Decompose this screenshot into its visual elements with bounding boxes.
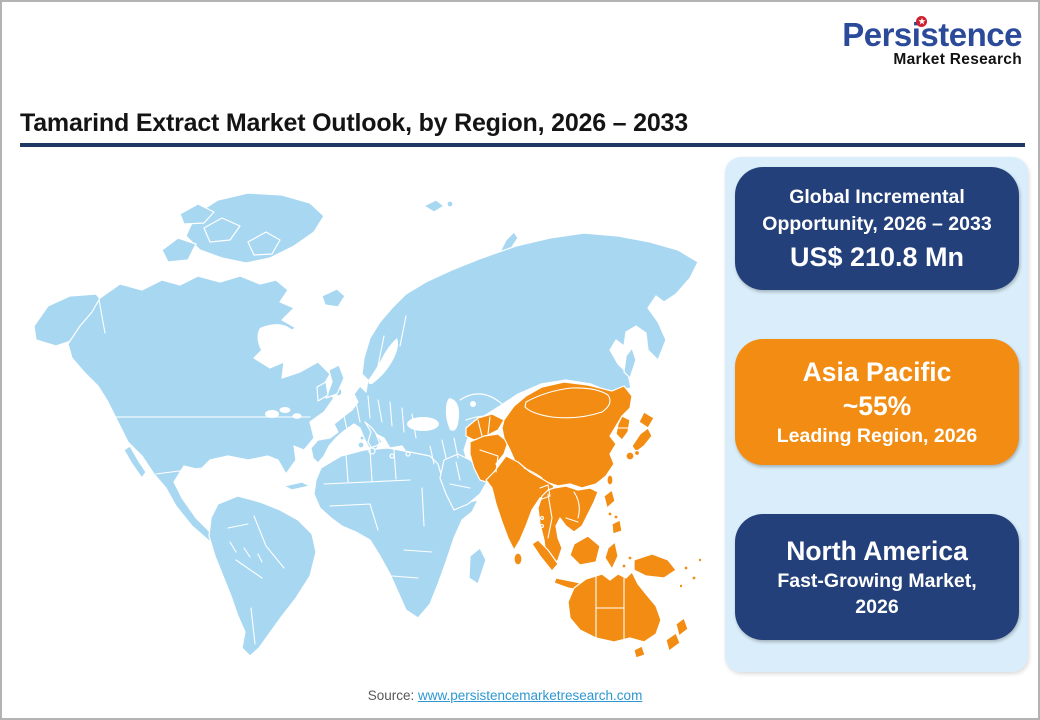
map-region-asia-pacific [465, 381, 703, 659]
card-global-line2: Opportunity, 2026 – 2033 [762, 213, 992, 235]
stats-panel: Global Incremental Opportunity, 2026 – 2… [725, 157, 1028, 672]
map-land [33, 192, 699, 657]
card-global-line1: Global Incremental [789, 186, 965, 208]
card-na-title: North America [786, 536, 968, 566]
card-north-america: North America Fast-Growing Market, 2026 [735, 514, 1019, 640]
source-note: Source: www.persistencemarketresearch.co… [2, 688, 1008, 703]
map-region-borders [477, 387, 629, 641]
map-borders [97, 299, 503, 645]
pmr-logo: Persistence ★ Market Research [842, 16, 1022, 69]
world-map [33, 192, 703, 659]
source-link[interactable]: www.persistencemarketresearch.com [417, 688, 643, 703]
logo-star-icon: ★ [916, 16, 928, 27]
page-title: Tamarind Extract Market Outlook, by Regi… [20, 109, 688, 137]
card-apac-subtitle: Leading Region, 2026 [776, 425, 978, 447]
card-global-opportunity: Global Incremental Opportunity, 2026 – 2… [735, 167, 1019, 290]
card-na-subtitle: Fast-Growing Market, 2026 [777, 570, 977, 618]
logo-tagline: Market Research [893, 51, 1022, 68]
card-global-value: US$ 210.8 Mn [789, 242, 965, 272]
card-apac-value: ~55% [842, 391, 912, 421]
map-seas [257, 324, 476, 431]
card-apac-title: Asia Pacific [802, 357, 952, 387]
source-label: Source: [367, 688, 415, 703]
title-underline [20, 143, 1025, 147]
logo-brand: Persistence ★ [842, 16, 1022, 53]
card-asia-pacific: Asia Pacific ~55% Leading Region, 2026 [735, 339, 1019, 465]
logo-brand-text: Persistence [842, 16, 1022, 53]
